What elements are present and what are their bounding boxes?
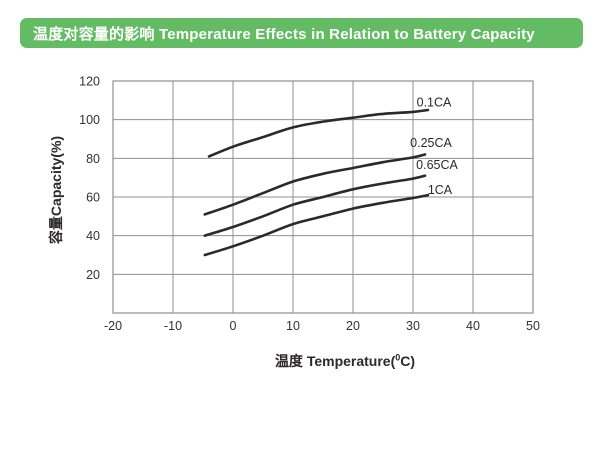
plot-border	[112, 80, 534, 314]
x-tick-label: 40	[466, 319, 480, 333]
y-tick-label: 120	[79, 75, 100, 89]
x-tick-label: -10	[164, 319, 182, 333]
y-tick-label: 20	[86, 268, 100, 282]
curve-label-1CA: 1CA	[428, 183, 453, 197]
x-axis-title-text: 温度 Temperature(	[274, 353, 396, 369]
x-tick-label: 10	[286, 319, 300, 333]
x-tick-label: 50	[526, 319, 540, 333]
curve-1CA	[203, 193, 430, 257]
curve-0.1CA	[207, 108, 430, 158]
y-axis-title: 容量Capacity(%)	[48, 135, 64, 245]
x-tick-label: 20	[346, 319, 360, 333]
degree-superscript: 0	[395, 352, 401, 363]
x-tick-label: 30	[406, 319, 420, 333]
curve-label-0.65CA: 0.65CA	[416, 158, 458, 172]
y-tick-label: 100	[79, 113, 100, 127]
y-tick-label: 40	[86, 229, 100, 243]
x-axis-title: 温度 Temperature(0C)	[275, 351, 415, 371]
chart-title: 温度对容量的影响 Temperature Effects in Relation…	[33, 25, 535, 43]
curve-label-0.1CA: 0.1CA	[417, 95, 452, 109]
x-tick-label: 0	[230, 319, 237, 333]
curve-label-0.25CA: 0.25CA	[410, 136, 452, 150]
y-tick-label: 60	[86, 191, 100, 205]
x-tick-label: -20	[104, 319, 122, 333]
y-tick-label: 80	[86, 152, 100, 166]
x-axis-title-suffix: C)	[400, 353, 416, 369]
chart-title-bar: 温度对容量的影响 Temperature Effects in Relation…	[20, 18, 583, 48]
curve-0.25CA	[203, 153, 427, 216]
curve-0.65CA	[203, 174, 427, 237]
